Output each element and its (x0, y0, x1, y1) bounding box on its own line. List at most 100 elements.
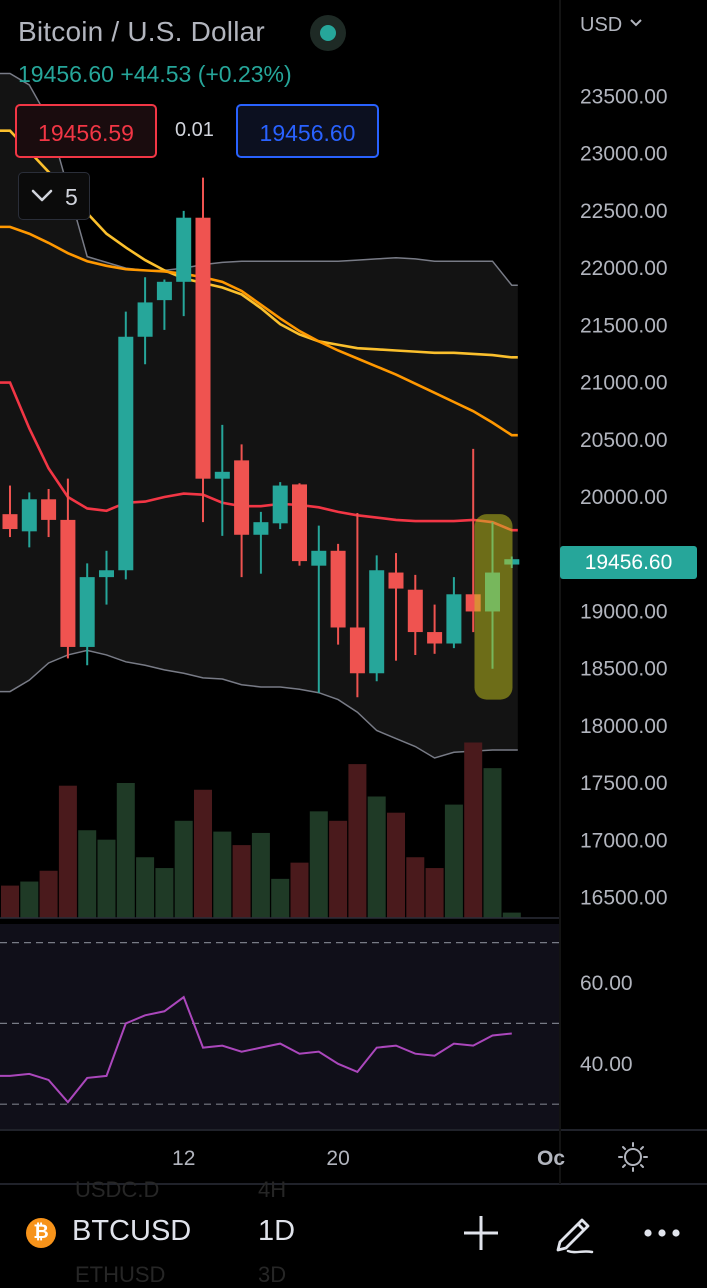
market-status-icon[interactable] (310, 15, 346, 51)
candle (21, 492, 37, 548)
volume-bars (1, 742, 521, 918)
candle-body (2, 514, 18, 530)
candle (311, 525, 327, 693)
candle-body (349, 627, 365, 674)
interval-selector[interactable]: 1D (258, 1215, 296, 1247)
candle (60, 478, 76, 659)
volume-bar (174, 820, 193, 918)
volume-bar (136, 857, 155, 918)
candle (118, 311, 134, 580)
buy-button[interactable]: 19456.60 (236, 104, 379, 158)
candle (195, 177, 211, 523)
price-tick-label: 22000.00 (580, 257, 668, 280)
price-tick-label: 21500.00 (580, 314, 668, 337)
price-tick-label: 17000.00 (580, 829, 668, 852)
ma-fast-line (0, 381, 518, 532)
sell-button[interactable]: 19456.59 (15, 104, 157, 158)
bollinger-bands (0, 72, 518, 759)
bottom-toolbar (0, 1185, 707, 1280)
candle (272, 482, 288, 530)
candle-body (446, 594, 462, 644)
volume-bar (444, 804, 463, 918)
candle (349, 513, 365, 698)
plus-icon[interactable] (461, 1213, 501, 1253)
volume-bar (155, 868, 174, 918)
time-tick-label: 20 (326, 1147, 349, 1170)
candle-body (311, 550, 327, 566)
volume-bar (483, 768, 502, 918)
volume-bar (387, 812, 405, 918)
price-axis[interactable]: 23500.00 23000.00 22500.00 22000.00 21500.00… (580, 85, 668, 909)
candle-body (99, 570, 114, 578)
volume-bar (502, 912, 521, 918)
candle (330, 543, 346, 645)
candle (176, 210, 192, 317)
rsi-tick-label: 60.00 (580, 972, 633, 995)
candle (427, 604, 443, 654)
time-tick-label: 12 (172, 1147, 195, 1170)
volume-bar (78, 830, 97, 918)
volume-bar (464, 742, 483, 918)
time-axis[interactable]: 12 20 Oc (172, 1147, 565, 1170)
candle (234, 444, 250, 578)
volume-bar (309, 811, 328, 918)
candle (99, 550, 114, 605)
indicators-toggle-button[interactable]: 5 (18, 172, 90, 220)
volume-bar (39, 870, 58, 918)
candle (41, 488, 57, 538)
drawing-tools-icon[interactable] (552, 1210, 596, 1254)
price-tick-label: 22500.00 (580, 200, 668, 223)
price-tick-label: 23500.00 (580, 85, 668, 108)
candle-body (156, 281, 172, 301)
candle-body (137, 302, 153, 337)
candle (2, 485, 18, 538)
bitcoin-icon: ₿ (26, 1218, 56, 1248)
watchlist-ghost-symbol: USDC.D (75, 1177, 160, 1202)
currency-selector[interactable]: USD (580, 14, 642, 37)
volume-bar (251, 832, 270, 918)
candle-body (292, 484, 307, 562)
candle (79, 563, 95, 666)
candle-body (369, 570, 385, 674)
time-tick-label: Oc (537, 1147, 565, 1170)
chart-settings-icon[interactable] (618, 1142, 648, 1172)
price-tick-label: 21000.00 (580, 372, 668, 395)
rsi-pane[interactable] (0, 924, 560, 1129)
candle-body (60, 519, 76, 647)
price-chart[interactable]: 23500.00 23000.00 22500.00 22000.00 21500.00… (0, 0, 707, 1185)
candle-body (407, 589, 423, 633)
symbol-selector[interactable]: BTCUSD (72, 1215, 192, 1247)
more-icon[interactable] (640, 1213, 684, 1253)
price-tick-label: 18000.00 (580, 715, 668, 738)
candle-body (195, 217, 211, 479)
candle-body (388, 572, 404, 589)
price-tick-label: 23000.00 (580, 143, 668, 166)
price-change: 19456.60 +44.53 (+0.23%) (18, 61, 292, 87)
volume-bar (271, 878, 290, 918)
candle-body (41, 499, 57, 520)
candle (407, 574, 423, 655)
candle-body (118, 336, 134, 571)
volume-bar (367, 796, 386, 918)
ma-mid-line (0, 225, 518, 437)
candle-body (176, 217, 192, 282)
watchlist-ghost-symbol: ETHUSD (75, 1262, 166, 1287)
watchlist-ghost-interval: 3D (258, 1262, 287, 1287)
price-tick-label: 20000.00 (580, 486, 668, 509)
volume-bar (116, 783, 135, 918)
bollinger-upper (0, 72, 518, 286)
candle-body (214, 471, 230, 479)
volume-bar (348, 764, 367, 918)
candle-body (330, 550, 346, 628)
candle-body (253, 522, 269, 535)
symbol-title[interactable]: Bitcoin / U.S. Dollar (18, 16, 265, 47)
price-tick-label: 17500.00 (580, 772, 668, 795)
candle (292, 483, 307, 566)
volume-bar (1, 885, 19, 918)
bollinger-lower (0, 649, 518, 759)
bollinger-fill (0, 73, 518, 758)
candle (446, 577, 462, 649)
candle-body (234, 460, 250, 535)
candle (388, 553, 404, 661)
volume-bar (58, 785, 77, 918)
